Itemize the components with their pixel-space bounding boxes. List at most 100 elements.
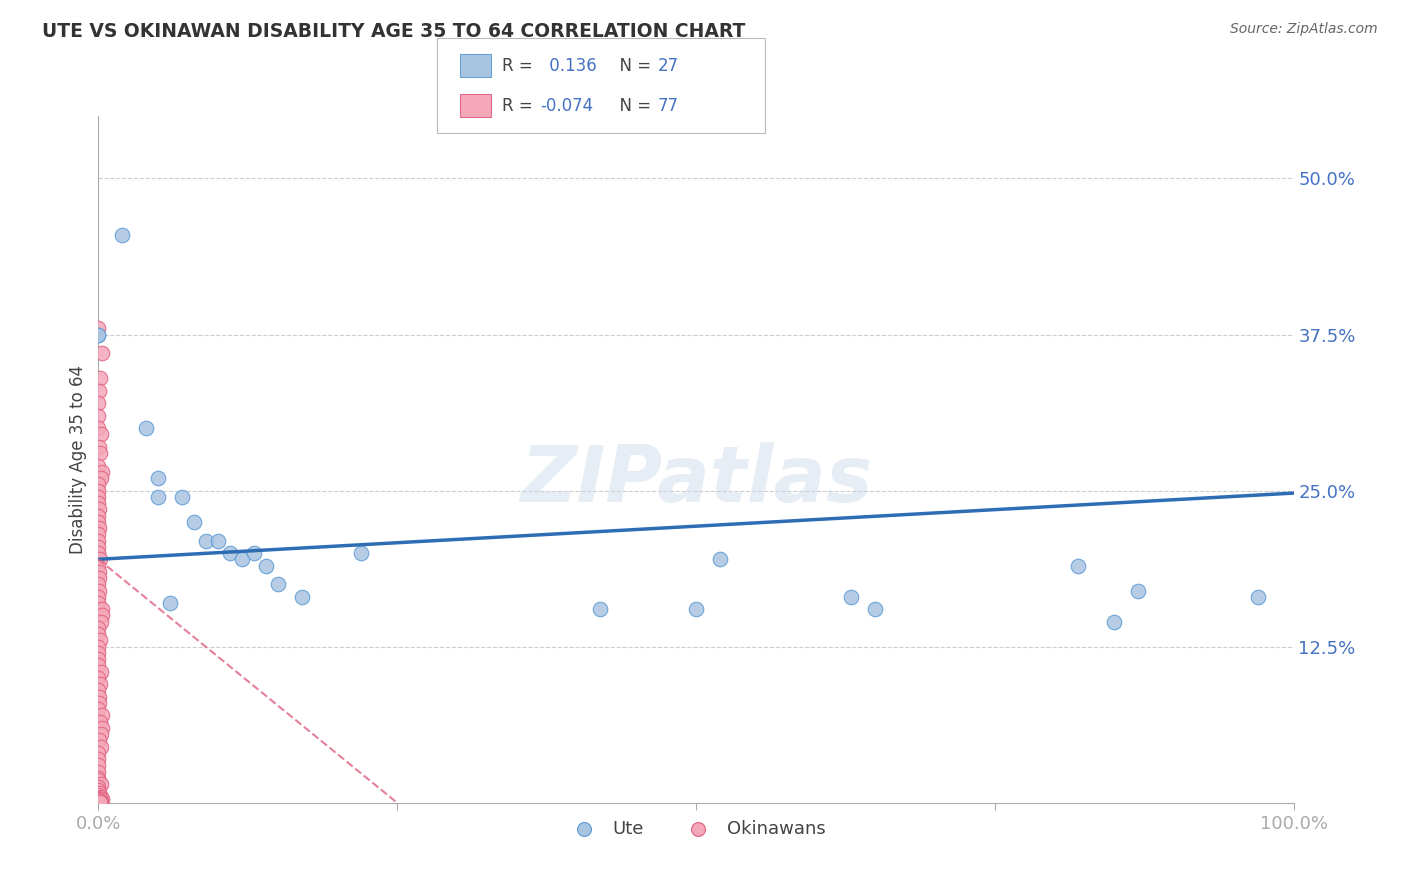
Point xyxy=(87,533,110,548)
Point xyxy=(87,771,110,785)
Point xyxy=(90,427,112,442)
Point xyxy=(111,227,134,242)
Point xyxy=(172,490,194,504)
Y-axis label: Disability Age 35 to 64: Disability Age 35 to 64 xyxy=(69,365,87,554)
Point xyxy=(90,471,112,485)
Point xyxy=(254,558,277,573)
Point xyxy=(89,795,111,809)
Point xyxy=(87,515,110,529)
Point xyxy=(87,596,110,610)
Point xyxy=(90,602,112,616)
Text: N =: N = xyxy=(609,56,657,75)
Point xyxy=(89,795,111,809)
Point xyxy=(87,789,110,803)
Point xyxy=(87,496,110,510)
Point xyxy=(87,396,110,410)
Point xyxy=(87,409,110,423)
Point xyxy=(87,477,110,491)
Point xyxy=(87,671,110,685)
Point xyxy=(89,521,111,535)
Point xyxy=(89,677,111,691)
Point xyxy=(87,327,110,342)
Point xyxy=(865,602,887,616)
Point xyxy=(90,777,112,791)
Point xyxy=(89,371,111,385)
Text: Source: ZipAtlas.com: Source: ZipAtlas.com xyxy=(1230,22,1378,37)
Point xyxy=(207,533,229,548)
Point xyxy=(87,627,110,641)
Point xyxy=(89,583,111,598)
Point xyxy=(87,683,110,698)
Point xyxy=(350,546,373,560)
Point xyxy=(87,690,110,704)
Point xyxy=(87,558,110,573)
Text: N =: N = xyxy=(609,96,657,115)
Text: R =: R = xyxy=(502,96,538,115)
Point xyxy=(709,552,731,566)
Point xyxy=(267,577,290,591)
Point xyxy=(87,540,110,554)
Point xyxy=(87,793,110,807)
Point xyxy=(90,608,112,623)
Point xyxy=(841,590,863,604)
Point xyxy=(89,792,111,806)
Text: ZIPatlas: ZIPatlas xyxy=(520,442,872,518)
Point xyxy=(87,646,110,660)
Point xyxy=(87,783,110,797)
Point xyxy=(685,602,707,616)
Point xyxy=(195,533,218,548)
Point xyxy=(87,546,110,560)
Point xyxy=(90,721,112,735)
Point xyxy=(90,615,112,629)
Point xyxy=(219,546,242,560)
Point xyxy=(89,384,111,398)
Point xyxy=(87,773,110,788)
Text: -0.074: -0.074 xyxy=(540,96,593,115)
Text: 0.136: 0.136 xyxy=(544,56,598,75)
Point xyxy=(87,652,110,666)
Text: 77: 77 xyxy=(658,96,679,115)
Point xyxy=(135,421,157,435)
Point xyxy=(87,780,110,794)
Text: R =: R = xyxy=(502,56,538,75)
Point xyxy=(1104,615,1126,629)
Point xyxy=(87,790,110,805)
Point xyxy=(231,552,253,566)
Point xyxy=(87,696,110,710)
Point xyxy=(89,440,111,454)
Point xyxy=(90,795,112,809)
Point xyxy=(87,327,110,342)
Point xyxy=(89,446,111,460)
Point xyxy=(87,590,110,604)
Point xyxy=(87,786,110,800)
Point xyxy=(90,727,112,741)
Point xyxy=(87,527,110,541)
Point xyxy=(87,458,110,473)
Point xyxy=(87,621,110,635)
Point xyxy=(89,633,111,648)
Point xyxy=(87,502,110,516)
Point xyxy=(90,708,112,723)
Point xyxy=(89,714,111,729)
Point xyxy=(87,793,110,807)
Point xyxy=(87,577,110,591)
Point xyxy=(87,746,110,760)
Text: 27: 27 xyxy=(658,56,679,75)
Point xyxy=(87,571,110,585)
Text: UTE VS OKINAWAN DISABILITY AGE 35 TO 64 CORRELATION CHART: UTE VS OKINAWAN DISABILITY AGE 35 TO 64 … xyxy=(42,22,745,41)
Point xyxy=(148,471,170,485)
Point xyxy=(87,490,110,504)
Point xyxy=(89,795,111,809)
Point xyxy=(87,752,110,766)
Point xyxy=(243,546,266,560)
Point xyxy=(87,640,110,654)
Point xyxy=(87,508,110,523)
Point xyxy=(87,758,110,772)
Legend: Ute, Okinawans: Ute, Okinawans xyxy=(558,813,834,846)
Point xyxy=(89,552,111,566)
Point xyxy=(148,490,170,504)
Point xyxy=(589,602,612,616)
Point xyxy=(87,565,110,579)
Point xyxy=(1128,583,1150,598)
Point xyxy=(90,665,112,679)
